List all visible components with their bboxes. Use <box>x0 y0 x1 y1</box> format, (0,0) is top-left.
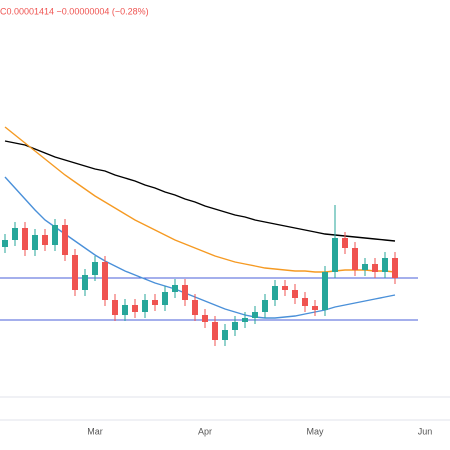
ohlc-header: C0.00001414 −0.00000004 (−0.28%) <box>0 6 149 16</box>
candle-body <box>262 300 268 312</box>
candle-body <box>282 286 288 290</box>
x-tick-label: Mar <box>87 426 103 436</box>
candle-body <box>232 322 238 330</box>
candle-body <box>142 300 148 312</box>
candle-body <box>332 238 338 272</box>
candle-body <box>152 300 158 305</box>
candle-body <box>242 318 248 322</box>
candle-body <box>182 285 188 300</box>
candle-body <box>372 264 378 272</box>
candle-body <box>292 290 298 298</box>
candle-body <box>62 225 68 255</box>
candle-body <box>352 248 358 270</box>
moving-average <box>4 176 396 319</box>
x-tick-label: May <box>306 426 324 436</box>
candle-body <box>42 235 48 245</box>
x-tick-label: Apr <box>198 426 212 436</box>
candle-body <box>252 312 258 318</box>
candle-body <box>52 225 58 245</box>
candle-body <box>2 240 8 247</box>
candle-body <box>172 285 178 292</box>
candle-body <box>92 262 98 275</box>
candle-body <box>362 264 368 270</box>
candle-body <box>102 262 108 300</box>
candle-body <box>342 238 348 248</box>
candle-body <box>22 228 28 250</box>
candle-body <box>162 292 168 305</box>
candle-body <box>72 255 78 290</box>
candle-body <box>322 272 328 310</box>
candle-body <box>82 275 88 290</box>
candle-body <box>272 286 278 300</box>
candle-body <box>392 258 398 278</box>
candle-body <box>382 258 388 272</box>
candle-body <box>202 315 208 322</box>
candle-body <box>212 322 218 340</box>
x-tick-label: Jun <box>418 426 433 436</box>
candle-body <box>122 305 128 315</box>
candle-body <box>312 306 318 310</box>
candle-body <box>302 298 308 306</box>
moving-average <box>4 140 396 242</box>
candle-body <box>32 235 38 250</box>
candle-body <box>132 305 138 312</box>
candle-body <box>12 228 18 240</box>
candle-body <box>112 300 118 315</box>
candle-body <box>192 300 198 315</box>
moving-average <box>4 126 396 273</box>
candle-body <box>222 330 228 340</box>
